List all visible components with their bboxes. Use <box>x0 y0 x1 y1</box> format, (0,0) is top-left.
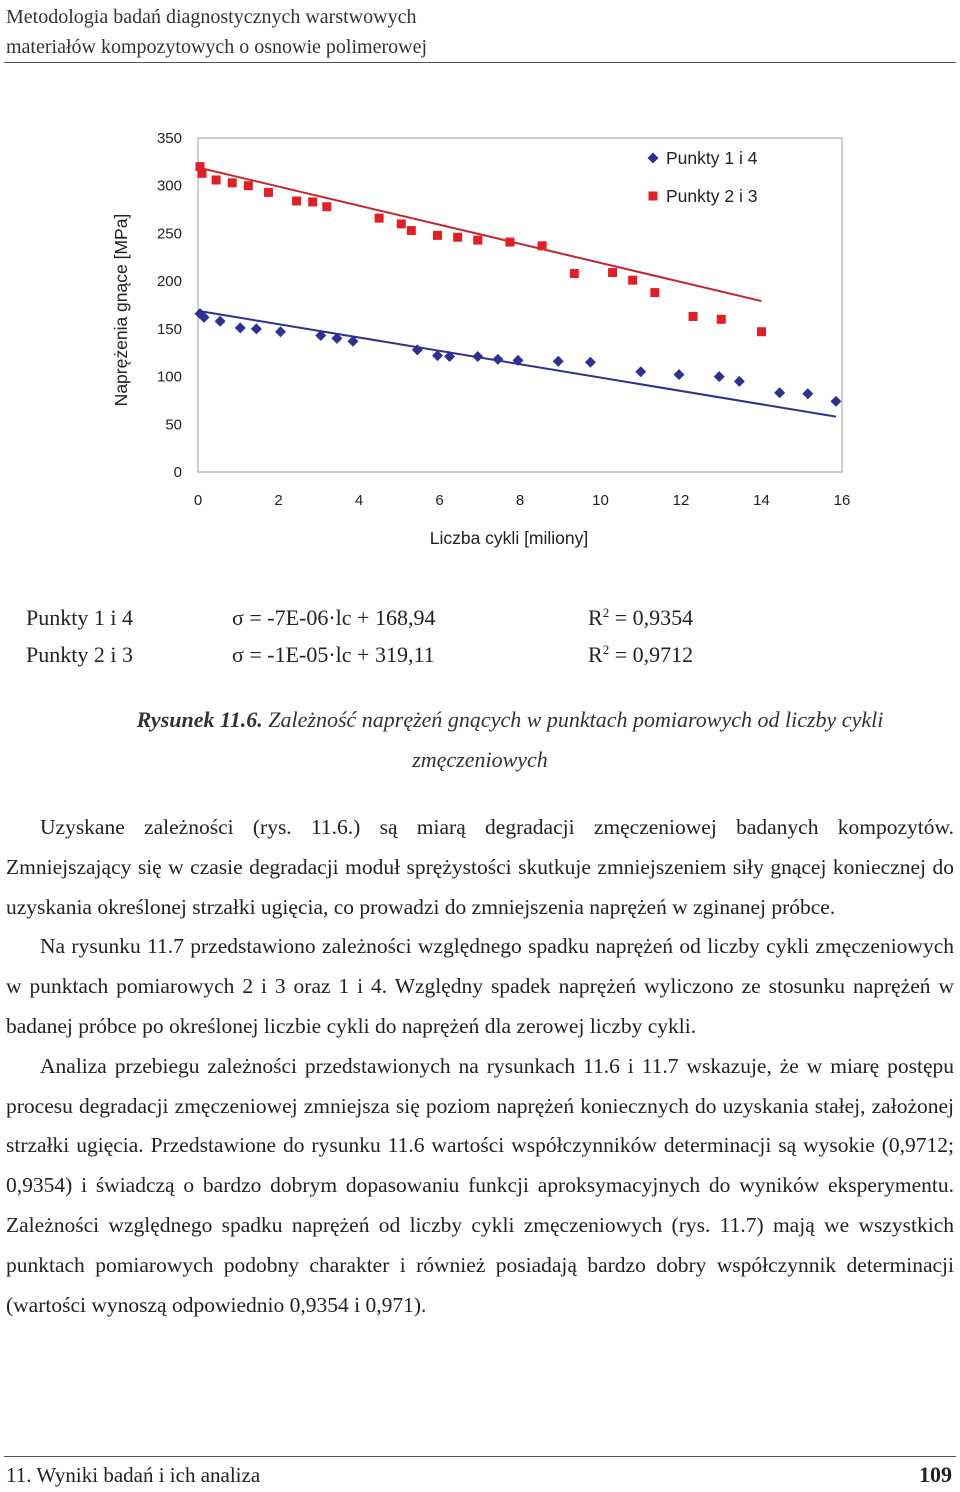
equation-series-name: Punkty 1 i 4 <box>26 605 133 630</box>
data-point <box>505 237 515 247</box>
data-point <box>757 327 766 337</box>
data-point <box>214 315 226 327</box>
data-point <box>635 366 647 378</box>
data-point <box>688 311 698 321</box>
y-tick-label: 350 <box>157 130 182 147</box>
x-tick-label: 10 <box>592 492 609 509</box>
header-divider <box>4 62 956 63</box>
data-point <box>211 175 221 185</box>
data-point <box>453 232 463 242</box>
x-tick-label: 12 <box>673 492 690 509</box>
x-tick-label: 14 <box>753 492 770 509</box>
data-point <box>431 350 443 362</box>
data-point <box>315 330 327 342</box>
data-point <box>250 323 262 335</box>
y-tick-label: 150 <box>157 321 182 338</box>
data-point <box>374 213 384 223</box>
data-point <box>628 275 638 285</box>
trendline <box>199 166 762 303</box>
plot-frame <box>197 137 843 473</box>
data-point <box>830 395 842 407</box>
x-tick-label: 0 <box>194 492 202 509</box>
y-tick-label: 100 <box>157 369 182 386</box>
chapter-title: 11. Wyniki badań i ich analiza <box>6 1463 261 1487</box>
equation-series-name: Punkty 2 i 3 <box>26 642 133 667</box>
plot-area: 0 50 100 150 200 250 300 350 0 2 4 6 8 10 12 14 16 Liczba… <box>111 130 850 548</box>
data-point <box>512 354 524 366</box>
data-point <box>263 187 273 197</box>
equation-r-squared: R2 = 0,9712 <box>588 642 694 667</box>
x-axis-title: Liczba cykli [miliony] <box>430 528 589 548</box>
data-point <box>227 178 237 188</box>
legend-label: Punkty 1 i 4 <box>666 148 758 168</box>
data-point <box>733 375 745 387</box>
equation-formula: σ = -7E-06·lc + 168,94 <box>232 605 436 630</box>
running-header: Metodologia badań diagnostycznych warstw… <box>6 2 956 62</box>
data-point <box>569 269 579 279</box>
data-point <box>716 314 726 324</box>
x-tick-label: 8 <box>516 492 524 509</box>
data-point <box>473 235 483 245</box>
data-point <box>292 196 302 206</box>
paragraph: Analiza przebiegu zależności przedstawio… <box>6 1053 954 1317</box>
page-number: 109 <box>919 1462 952 1487</box>
x-tick-label: 4 <box>355 492 363 509</box>
data-point <box>411 344 423 356</box>
data-point <box>308 197 318 207</box>
stress-vs-cycles-chart: 0 50 100 150 200 250 300 350 0 2 4 6 8 10 12 14 16 Liczba… <box>111 130 850 548</box>
data-point <box>673 369 685 381</box>
y-axis-title: Naprężenia gnące [MPa] <box>111 214 131 407</box>
caption-text: Zależność naprężeń gnących w punktach po… <box>262 707 884 732</box>
data-point <box>322 202 332 212</box>
legend-marker <box>647 152 659 164</box>
y-tick-label: 250 <box>157 225 182 242</box>
y-tick-label: 300 <box>157 178 182 195</box>
caption-text-continued: zmęczeniowych <box>412 747 548 772</box>
legend-label: Punkty 2 i 3 <box>666 186 757 206</box>
x-tick-label: 16 <box>834 492 851 509</box>
y-tick-label: 200 <box>157 273 182 290</box>
data-point <box>243 181 253 191</box>
data-point <box>444 351 456 363</box>
paragraph: Uzyskane zależności (rys. 11.6.) są miar… <box>6 815 954 919</box>
data-point <box>331 332 343 344</box>
data-point <box>552 355 564 367</box>
data-point <box>608 268 618 278</box>
data-point <box>584 356 596 368</box>
page-footer: 11. Wyniki badań i ich analiza 109 <box>6 1460 952 1490</box>
data-point <box>713 371 725 383</box>
data-point <box>472 351 484 363</box>
data-point <box>195 162 205 172</box>
data-point <box>650 288 660 298</box>
data-point <box>275 326 287 338</box>
data-point <box>802 388 814 400</box>
equation-formula: σ = -1E-05·lc + 319,11 <box>232 642 435 667</box>
paragraph: Na rysunku 11.7 przedstawiono zależności… <box>6 934 954 1038</box>
data-point <box>774 387 786 399</box>
data-point <box>432 230 442 240</box>
data-point <box>347 335 359 347</box>
x-tick-label: 6 <box>435 492 443 509</box>
header-line-1: Metodologia badań diagnostycznych warstw… <box>6 6 417 28</box>
equation-r-squared: R2 = 0,9354 <box>588 605 694 630</box>
data-point <box>406 226 416 236</box>
header-line-2: materiałów kompozytowych o osnowie polim… <box>6 36 428 58</box>
y-tick-label: 50 <box>165 416 182 433</box>
figure-caption: Rysunek 11.6. Zależność naprężeń gnących… <box>0 700 960 780</box>
caption-label: Rysunek 11.6. <box>136 707 263 732</box>
legend-marker <box>648 191 658 201</box>
data-point <box>197 168 207 178</box>
data-point <box>537 241 547 251</box>
y-tick-label: 0 <box>174 464 182 481</box>
data-point <box>198 311 210 323</box>
data-point <box>234 322 246 334</box>
footer-divider <box>4 1456 956 1457</box>
data-point <box>492 353 504 365</box>
x-tick-label: 2 <box>274 492 282 509</box>
body-text: Uzyskane zależności (rys. 11.6.) są miar… <box>6 808 954 1325</box>
data-point <box>396 219 406 229</box>
